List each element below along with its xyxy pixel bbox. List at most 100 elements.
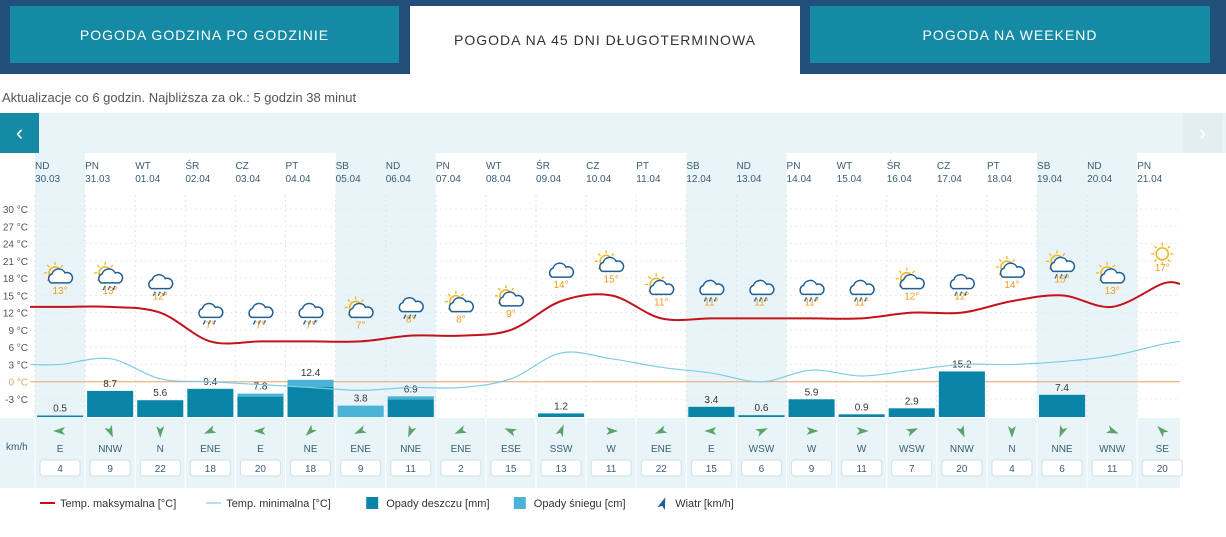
wind-speed-box [39, 459, 81, 477]
day-of-week-label: ŚR [887, 159, 901, 172]
wind-arrow-shape [1157, 426, 1169, 438]
wind-arrow-icon [956, 424, 965, 438]
day-of-week-label: CZ [586, 161, 599, 172]
weather-cloud-icon [548, 262, 575, 278]
cloud-icon [899, 273, 925, 290]
legend-label: Opady deszczu [mm] [386, 498, 489, 510]
wind-speed-label: 4 [57, 464, 63, 475]
wind-speed-label: 9 [107, 464, 113, 475]
sun-ray [1012, 258, 1016, 262]
rain-drop [813, 297, 818, 302]
wind-speed-box [941, 459, 983, 477]
date-label: 17.04 [937, 174, 962, 185]
next-button[interactable]: › [1183, 113, 1222, 153]
legend-label: Temp. minimalna [°C] [226, 498, 331, 510]
wind-direction-label: E [257, 444, 264, 455]
tab-weekend[interactable]: POGODA NA WEEKEND [810, 6, 1210, 63]
wind-arrow-icon [253, 427, 266, 435]
wind-arrow-icon [606, 427, 619, 435]
date-label: 04.04 [286, 174, 311, 185]
sun-ray [110, 264, 114, 268]
weather-cloud-rain-snow-icon: * [298, 302, 324, 327]
rain-drop [202, 320, 206, 325]
rain-drop [1059, 274, 1063, 279]
sun-ray [1062, 253, 1066, 257]
weather-sun-cloud-icon [895, 267, 925, 290]
tab-45-days[interactable]: POGODA NA 45 DNI DŁUGOTERMINOWA [410, 6, 800, 74]
date-label: 11.04 [636, 174, 661, 185]
sun-ray [511, 287, 515, 291]
wind-arrow-shape [806, 427, 819, 435]
right-margin [1180, 153, 1226, 493]
max-temp-label: 12° [904, 292, 919, 303]
weather-sun-cloud-rain-icon [94, 261, 124, 291]
day-of-week-label: SB [336, 161, 350, 172]
max-temp-label: 13° [52, 286, 67, 297]
max-temp-line [30, 281, 1181, 345]
rain-drop [112, 285, 116, 291]
weather-sun-cloud-rain-icon [1046, 250, 1076, 279]
date-label: 08.04 [486, 174, 511, 185]
day-of-week-label: PT [987, 161, 1000, 172]
wind-arrow-icon [203, 425, 217, 434]
rain-drop [162, 291, 166, 296]
wind-speed-box [640, 459, 682, 477]
wind-speed-label: 4 [1009, 464, 1015, 475]
wind-direction-label: E [57, 444, 64, 455]
wind-arrow-shape [654, 425, 668, 434]
max-temp-label: 11° [654, 297, 668, 308]
precip-label: 3.4 [704, 395, 718, 406]
rain-bar [738, 415, 785, 417]
weather-sun-cloud-icon [1096, 261, 1126, 284]
wind-speed-box [440, 459, 482, 477]
wind-speed-box [239, 459, 281, 477]
sun-ray [1112, 264, 1116, 268]
cloud-icon [298, 302, 324, 319]
wind-direction-label: SE [1156, 444, 1170, 455]
wind-direction-label: ENE [200, 444, 221, 455]
precip-label: 12.4 [301, 368, 321, 379]
tab-hourly[interactable]: POGODA GODZINA PO GODZINIE [10, 6, 399, 63]
rain-drop [257, 320, 262, 325]
sun-ray [60, 264, 64, 268]
cloud-icon [849, 279, 875, 296]
wind-direction-label: ESE [501, 444, 521, 455]
day-of-week-label: PN [787, 161, 801, 172]
precip-label: 0.6 [754, 403, 768, 414]
precip-label: 5.6 [153, 388, 167, 399]
max-temp-label: 8° [406, 315, 416, 326]
wind-direction-label: N [1008, 444, 1015, 455]
date-label: 30.03 [35, 174, 60, 185]
max-temp-label: 15° [1054, 274, 1069, 285]
date-label: 06.04 [386, 174, 411, 185]
rain-drop [808, 297, 813, 302]
weather-cloud-rain-icon [398, 296, 424, 319]
sun-ray [360, 299, 364, 303]
max-temp-label: 7° [356, 320, 366, 331]
day-of-week-label: ND [1087, 161, 1101, 172]
prev-button[interactable]: ‹ [0, 113, 39, 153]
wind-arrow-icon [408, 424, 417, 438]
y-tick-label: 0 °C [8, 378, 28, 389]
plot-bg [0, 195, 1180, 418]
wind-arrow-icon [504, 428, 518, 437]
rain-bar [1039, 394, 1086, 417]
wind-speed-label: 11 [1107, 464, 1118, 475]
wind-direction-label: NNW [98, 444, 122, 455]
sun-icon [1155, 247, 1169, 261]
max-temp-label: 7° [206, 320, 216, 331]
wind-speed-label: 15 [706, 464, 718, 475]
wind-speed-label: 20 [1157, 464, 1169, 475]
rain-drop [302, 320, 307, 325]
rain-bar [87, 390, 134, 417]
day-of-week-label: PN [1137, 161, 1151, 172]
legend-rain-swatch [366, 497, 379, 509]
wind-speed-label: 7 [909, 464, 915, 475]
rain-bar [788, 399, 835, 417]
date-label: 07.04 [436, 174, 461, 185]
wind-direction-label: N [157, 444, 164, 455]
rain-drop [864, 297, 868, 302]
wind-speed-box [1091, 459, 1133, 477]
day-of-week-label: WT [486, 161, 502, 172]
date-label: 18.04 [987, 174, 1012, 185]
